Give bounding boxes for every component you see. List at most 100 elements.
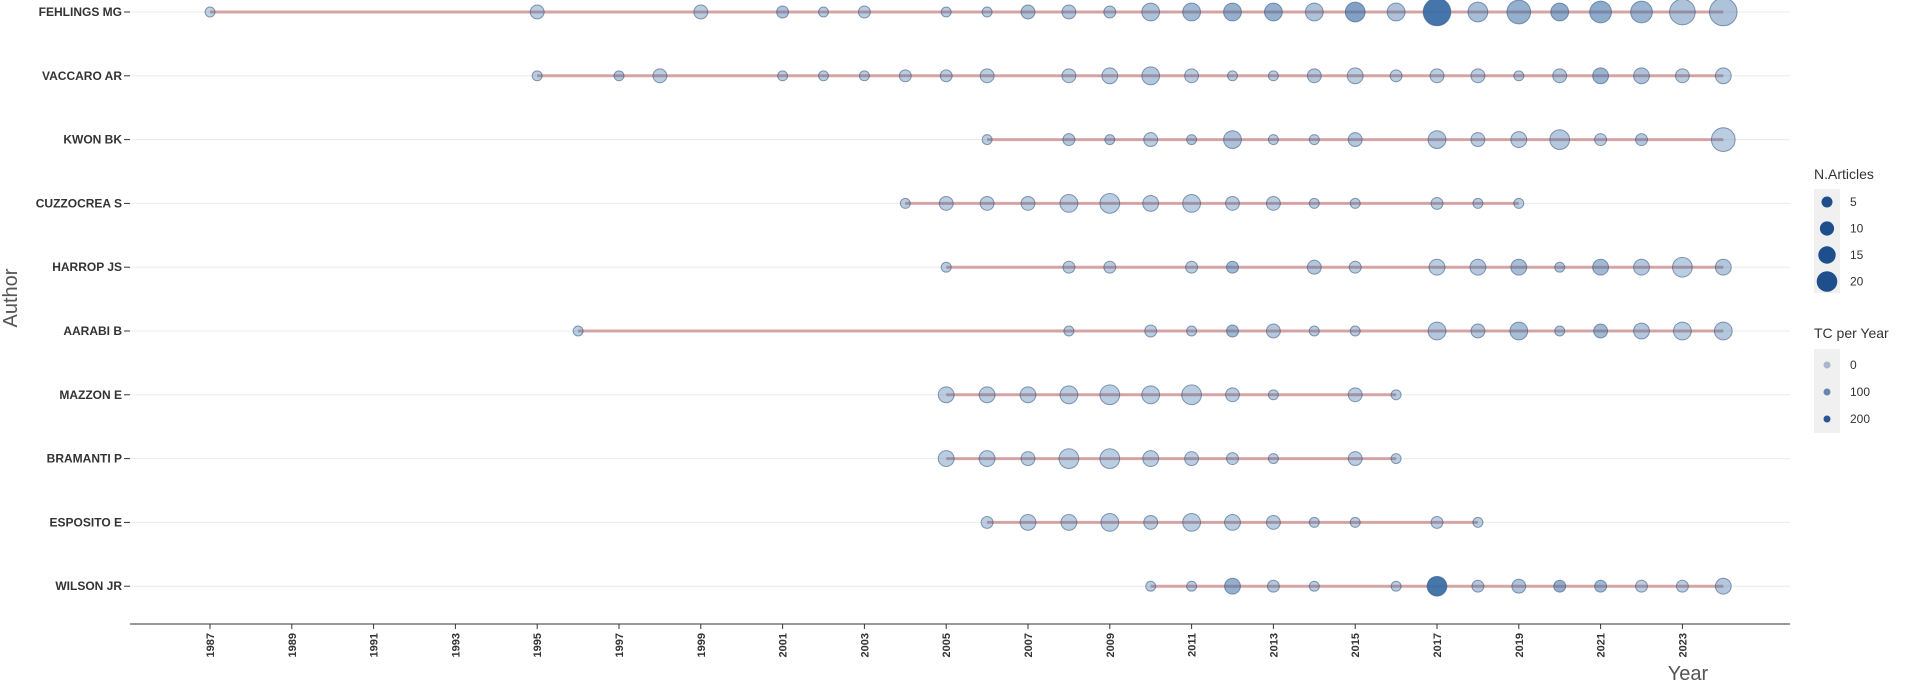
data-point xyxy=(1103,260,1117,274)
data-point xyxy=(1308,197,1320,209)
data-point xyxy=(1101,67,1119,85)
data-point xyxy=(1347,387,1363,403)
data-point xyxy=(1672,256,1693,278)
x-tick-label-2013: 2013 xyxy=(1268,633,1280,657)
data-point xyxy=(939,69,953,83)
data-point xyxy=(1182,513,1201,532)
x-tick-label-2005: 2005 xyxy=(941,633,953,657)
data-point xyxy=(1182,194,1201,213)
data-point xyxy=(1429,68,1445,84)
data-point xyxy=(1020,195,1036,211)
data-point xyxy=(818,70,829,82)
x-tick-label-2017: 2017 xyxy=(1432,633,1444,657)
data-point xyxy=(1020,451,1036,467)
data-point xyxy=(1061,4,1077,20)
data-point xyxy=(981,134,993,146)
data-point xyxy=(1592,258,1610,276)
data-point xyxy=(1630,0,1653,24)
data-point xyxy=(1349,516,1361,528)
data-point xyxy=(776,5,790,19)
data-point xyxy=(1674,68,1690,84)
data-point xyxy=(1104,134,1116,146)
data-point xyxy=(1549,129,1571,150)
data-point xyxy=(1513,197,1525,209)
data-point xyxy=(1511,578,1527,594)
data-point xyxy=(1308,516,1320,528)
data-point xyxy=(1554,325,1566,337)
x-tick-label-2021: 2021 xyxy=(1596,633,1608,657)
data-point xyxy=(1635,579,1648,593)
data-point xyxy=(1142,194,1160,212)
data-point xyxy=(1063,325,1075,337)
x-tick-label-2003: 2003 xyxy=(859,633,871,657)
data-point xyxy=(1349,325,1361,337)
data-point xyxy=(1184,451,1200,467)
data-point xyxy=(1389,69,1403,83)
legend-tc-label-100: 100 xyxy=(1850,385,1870,399)
x-tick-label-2019: 2019 xyxy=(1514,633,1526,657)
data-point xyxy=(1427,130,1447,150)
legend-size-key-10 xyxy=(1819,221,1835,236)
legend-title-articles: N.Articles xyxy=(1814,166,1874,182)
data-point xyxy=(1224,513,1241,531)
data-point xyxy=(1060,513,1078,531)
author-label-kwon-bk: KWON BK xyxy=(63,133,122,147)
legend-size-label-5: 5 xyxy=(1850,195,1857,209)
data-point xyxy=(1059,194,1079,213)
data-point xyxy=(1184,68,1200,84)
data-point xyxy=(1349,197,1361,209)
data-point xyxy=(1145,580,1157,592)
data-point xyxy=(857,5,871,19)
data-point xyxy=(1265,195,1281,211)
data-point xyxy=(1224,577,1241,595)
data-point xyxy=(1264,2,1283,22)
author-label-esposito-e: ESPOSITO E xyxy=(50,515,122,529)
data-point xyxy=(1347,451,1363,467)
gridlines xyxy=(130,11,1790,587)
data-point xyxy=(1306,259,1322,275)
data-point xyxy=(937,450,955,468)
data-point xyxy=(1669,0,1696,26)
data-point xyxy=(1062,133,1076,147)
data-point xyxy=(1348,260,1362,274)
author-label-fehlings-mg: FEHLINGS MG xyxy=(39,5,122,19)
data-point xyxy=(1472,197,1484,209)
data-point xyxy=(1471,579,1485,593)
data-point xyxy=(1426,575,1448,597)
data-point xyxy=(940,6,952,18)
data-point xyxy=(1673,321,1692,341)
data-point xyxy=(1019,513,1037,531)
x-tick-label-2001: 2001 xyxy=(778,633,790,657)
data-point xyxy=(899,197,911,209)
data-point xyxy=(529,4,545,20)
x-tick-label-1997: 1997 xyxy=(614,633,626,657)
data-point xyxy=(1347,132,1363,148)
data-point xyxy=(1714,577,1732,595)
data-point xyxy=(1185,260,1199,274)
data-point xyxy=(1143,132,1159,148)
author-timelines xyxy=(210,10,1724,588)
data-point xyxy=(1552,68,1568,84)
y-axis-title: Author xyxy=(0,268,22,327)
legend-tc-label-200: 200 xyxy=(1850,412,1870,426)
legend-size-label-20: 20 xyxy=(1850,275,1864,289)
data-point xyxy=(1267,389,1279,401)
data-points xyxy=(204,0,1738,597)
data-point xyxy=(1308,325,1320,337)
data-point xyxy=(1182,2,1201,22)
data-point xyxy=(613,70,625,82)
data-point xyxy=(1144,324,1158,338)
data-point xyxy=(978,386,996,404)
author-label-vaccaro-ar: VACCARO AR xyxy=(42,69,122,83)
x-tick-label-2007: 2007 xyxy=(1023,633,1035,657)
data-point xyxy=(1058,448,1080,469)
data-point xyxy=(979,195,995,211)
data-point xyxy=(1430,196,1444,210)
legend-tc-label-0: 0 xyxy=(1850,358,1857,372)
x-tick-label-1993: 1993 xyxy=(450,633,462,657)
data-point xyxy=(1103,5,1117,19)
data-point xyxy=(1020,4,1036,20)
data-point xyxy=(1428,258,1446,276)
data-point xyxy=(1267,134,1279,146)
